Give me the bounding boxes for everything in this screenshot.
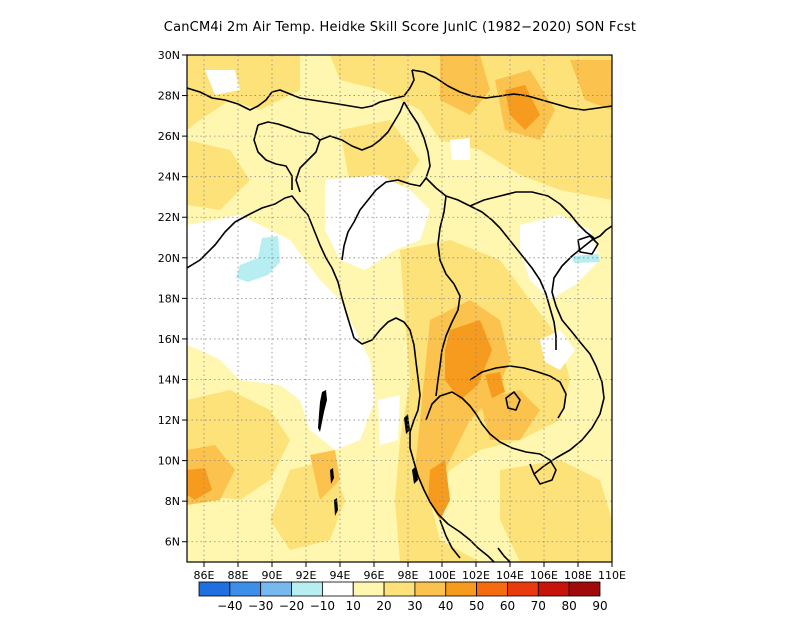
colorbar: −40 −30 −20 −10 10 20 30 40 50 60 70 80 90 — [198, 581, 608, 613]
field-neutral — [187, 70, 600, 450]
colorbar-label: −30 — [248, 599, 273, 613]
lon-tick-label: 110E — [598, 569, 626, 582]
lat-tick-label: 22N — [158, 211, 180, 224]
colorbar-swatch — [291, 581, 323, 597]
lon-tick-label: 102E — [462, 569, 490, 582]
colorbar-swatch — [383, 581, 416, 597]
colorbar-label: −40 — [217, 599, 242, 613]
lat-tick-label: 24N — [158, 171, 180, 184]
colorbar-label: 80 — [562, 599, 577, 613]
colorbar-swatch — [445, 581, 478, 597]
coastline-east — [533, 225, 612, 475]
longitude-axis: 86E 88E 90E 92E 94E 96E 98E 100E 102E 104E 106E 108… — [194, 562, 626, 582]
colorbar-label: 70 — [531, 599, 546, 613]
lat-tick-label: 20N — [158, 252, 180, 265]
lat-tick-label: 14N — [158, 373, 180, 386]
lon-tick-label: 104E — [496, 569, 524, 582]
colorbar-swatch — [568, 581, 601, 597]
coastlines-borders — [187, 69, 612, 562]
island-hainan — [577, 235, 599, 255]
lon-tick-label: 88E — [228, 569, 249, 582]
lat-tick-label: 30N — [158, 49, 180, 62]
border-myanmar-east — [319, 101, 405, 151]
lon-tick-label: 98E — [398, 569, 419, 582]
lon-tick-label: 100E — [428, 569, 456, 582]
lat-tick-label: 8N — [165, 495, 180, 508]
lake-tonle-sap — [505, 391, 521, 411]
map-frame — [186, 54, 613, 563]
border-thailand — [435, 195, 461, 397]
colorbar-label: 20 — [376, 599, 391, 613]
lon-tick-label: 96E — [364, 569, 385, 582]
lon-tick-label: 106E — [530, 569, 558, 582]
lat-tick-label: 16N — [158, 333, 180, 346]
colorbar-swatch — [476, 581, 508, 597]
andaman-sea-islands — [404, 414, 418, 484]
lat-tick-label: 10N — [158, 455, 180, 468]
lat-tick-label: 6N — [165, 536, 180, 549]
border-vietnam-north — [469, 191, 595, 239]
colorbar-swatch — [507, 581, 539, 597]
border-myanmar-west — [253, 124, 293, 190]
andaman-islands — [318, 390, 327, 432]
lon-tick-label: 86E — [194, 569, 215, 582]
latitude-axis: 30N 28N 26N 24N 22N 20N 18N 16N 14N 12N 10N 8N 6N — [158, 49, 187, 549]
colorbar-label: −20 — [279, 599, 304, 613]
islands — [318, 390, 418, 516]
field-negative — [236, 236, 600, 282]
gridlines — [187, 55, 612, 562]
lat-tick-label: 28N — [158, 90, 180, 103]
colorbar-label: 90 — [592, 599, 607, 613]
lon-tick-label: 94E — [330, 569, 351, 582]
colorbar-swatch — [229, 581, 262, 597]
chart-title: CanCM4i 2m Air Temp. Heidke Skill Score … — [163, 20, 637, 35]
colorbar-swatch — [198, 581, 231, 597]
colorbar-swatch — [414, 581, 447, 597]
colorbar-swatch — [260, 581, 292, 597]
lon-tick-label: 90E — [262, 569, 283, 582]
colorbar-label: 60 — [500, 599, 515, 613]
colorbar-swatch — [537, 581, 570, 597]
border-india-bangladesh — [257, 121, 321, 193]
lat-tick-label: 12N — [158, 414, 180, 427]
lon-tick-label: 92E — [296, 569, 317, 582]
colorbar-swatch — [352, 581, 385, 597]
border-cambodia — [469, 365, 567, 419]
colorbar-label: 10 — [346, 599, 361, 613]
colorbar-swatch — [321, 581, 354, 597]
coastline-gulf — [425, 391, 557, 485]
colorbar-label: −10 — [310, 599, 335, 613]
lon-tick-label: 108E — [564, 569, 592, 582]
border-north — [187, 69, 415, 111]
border-china-south — [341, 101, 431, 261]
colorbar-label: 50 — [469, 599, 484, 613]
colorbar-label: 40 — [438, 599, 453, 613]
colorbar-label: 30 — [407, 599, 422, 613]
lat-tick-label: 26N — [158, 130, 180, 143]
skill-score-field — [187, 55, 612, 562]
field-40-50 — [187, 85, 540, 520]
nicobar-islands — [330, 468, 338, 516]
coastline-main — [187, 195, 495, 562]
border-laos — [425, 177, 557, 350]
lat-tick-label: 18N — [158, 292, 180, 305]
